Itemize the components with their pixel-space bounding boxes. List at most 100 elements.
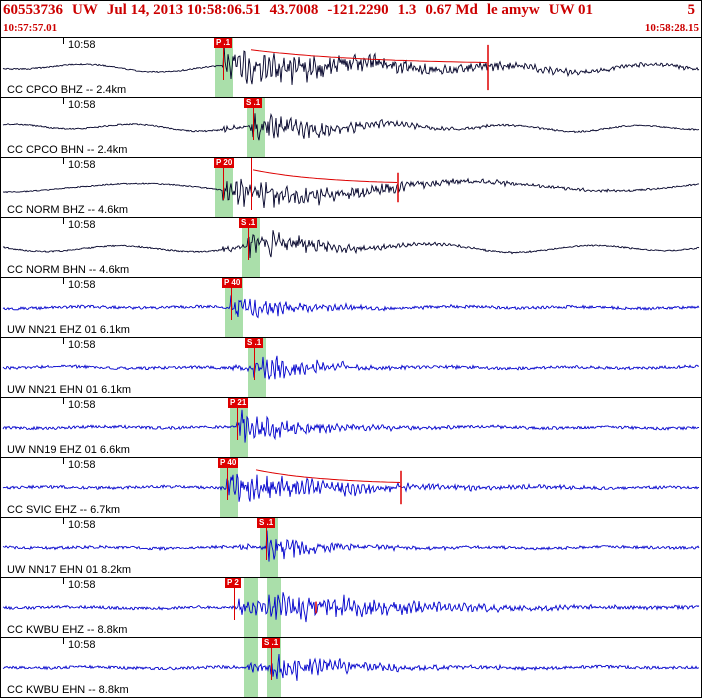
event-flags: le amyw (486, 2, 540, 18)
waveform-trace (2, 112, 700, 141)
waveform-trace (2, 177, 700, 209)
pick-window-band (215, 38, 233, 97)
pick-flag-label[interactable]: S .1 (244, 98, 263, 108)
waveform-plot[interactable] (1, 578, 701, 637)
waveform-trace (2, 530, 700, 562)
trace-minute-label: 10:58 (68, 519, 96, 531)
waveform-plot[interactable] (1, 98, 701, 157)
waveform-trace (2, 473, 700, 502)
station-label: UW NN21 EHN 01 6.1km (7, 384, 132, 396)
trace-row[interactable]: 10:58 UW NN19 EHZ 01 6.6km P 21 (1, 397, 701, 457)
pick-marker[interactable] (253, 98, 254, 140)
pick-marker[interactable] (254, 338, 255, 380)
minute-tick (63, 518, 64, 524)
trace-minute-label: 10:58 (68, 579, 96, 591)
minute-tick (63, 218, 64, 224)
waveform-plot[interactable] (1, 338, 701, 397)
pick-flag-label[interactable]: P .1 (214, 38, 233, 48)
pick-marker[interactable] (234, 578, 235, 620)
trace-row[interactable]: 10:58 UW NN21 EHZ 01 6.1km P 40 (1, 277, 701, 337)
coda-envelope (252, 169, 398, 183)
pick-flag-label[interactable]: S .1 (262, 638, 281, 648)
trace-minute-label: 10:58 (68, 399, 96, 411)
pick-marker[interactable] (271, 638, 272, 680)
trace-minute-label: 10:58 (68, 459, 96, 471)
pick-marker[interactable] (231, 278, 232, 320)
waveform-plot[interactable] (1, 218, 701, 277)
station-label: CC SVIC EHZ -- 6.7km (7, 504, 121, 516)
event-id: 60553736 (3, 2, 63, 18)
time-window-bar: 10:57:57.01 10:58:28.15 (1, 22, 701, 37)
minute-tick (63, 638, 64, 644)
pick-marker[interactable] (223, 38, 224, 80)
pick-marker[interactable] (251, 158, 252, 210)
minute-tick (63, 158, 64, 164)
coda-envelope (250, 49, 488, 64)
minute-tick (63, 578, 64, 584)
waveform-plot[interactable] (1, 38, 701, 97)
waveform-trace (2, 592, 700, 623)
pick-window-band (244, 578, 258, 637)
trace-row[interactable]: 10:58 CC SVIC EHZ -- 6.7km P 40 (1, 457, 701, 517)
waveform-plot[interactable] (1, 398, 701, 457)
pick-flag-label[interactable]: P 2 (225, 578, 241, 588)
station-label: CC NORM BHZ -- 4.6km (7, 204, 128, 216)
trace-row[interactable]: 10:58 UW NN21 EHN 01 6.1km S .1 (1, 337, 701, 397)
trace-row[interactable]: 10:58 UW NN17 EHN 01 8.2km S .1 (1, 517, 701, 577)
trace-minute-label: 10:58 (68, 159, 96, 171)
pick-flag-label[interactable]: S .1 (257, 518, 276, 528)
window-end-time: 10:58:28.15 (644, 22, 699, 34)
minute-tick (63, 98, 64, 104)
event-depth: 1.3 (397, 2, 417, 18)
trace-minute-label: 10:58 (68, 39, 96, 51)
pick-window-band (260, 518, 278, 577)
coda-envelope (255, 469, 401, 483)
station-label: UW NN19 EHZ 01 6.6km (7, 444, 130, 456)
station-label: UW NN21 EHZ 01 6.1km (7, 324, 130, 336)
minute-tick (63, 338, 64, 344)
pick-marker[interactable] (237, 398, 238, 440)
pick-window-band (248, 338, 266, 397)
trace-row[interactable]: 10:58 CC KWBU EHZ -- 8.8km P 2 (1, 577, 701, 637)
pick-window-band (244, 638, 258, 697)
pick-flag-label[interactable]: P 20 (214, 158, 235, 168)
pick-marker[interactable] (248, 218, 249, 260)
trace-row[interactable]: 10:58 CC KWBU EHN -- 8.8km S .1 (1, 637, 701, 697)
pick-flag-label[interactable]: P 40 (222, 278, 243, 288)
trace-row[interactable]: 10:58 CC CPCO BHN -- 2.4km S .1 (1, 97, 701, 157)
station-label: CC CPCO BHN -- 2.4km (7, 144, 128, 156)
pick-marker[interactable] (266, 518, 267, 560)
station-label: UW NN17 EHN 01 8.2km (7, 564, 132, 576)
pick-window-band (267, 638, 281, 697)
pick-flag-label[interactable]: S .1 (239, 218, 258, 228)
waveform-trace (2, 295, 700, 319)
waveform-trace (2, 44, 700, 85)
trace-minute-label: 10:58 (68, 279, 96, 291)
waveform-trace (2, 653, 699, 681)
station-label: CC KWBU EHN -- 8.8km (7, 684, 129, 696)
trace-minute-label: 10:58 (68, 99, 96, 111)
waveform-plot[interactable] (1, 518, 701, 577)
trace-list: 10:58 CC CPCO BHZ -- 2.4km P .1 10:58 CC… (1, 37, 701, 697)
waveform-plot[interactable] (1, 638, 701, 697)
event-latitude: 43.7008 (269, 2, 319, 18)
pick-flag-label[interactable]: P 40 (218, 458, 239, 468)
trace-row[interactable]: 10:58 CC NORM BHZ -- 4.6km P 20 (1, 157, 701, 217)
event-summary-bar: 60553736 UW Jul 14, 2013 10:58:06.51 43.… (1, 1, 701, 22)
trace-minute-label: 10:58 (68, 639, 96, 651)
pick-marker[interactable] (223, 158, 224, 200)
pick-window-band (220, 458, 238, 517)
waveform-plot[interactable] (1, 278, 701, 337)
trace-row[interactable]: 10:58 CC CPCO BHZ -- 2.4km P .1 (1, 37, 701, 97)
waveform-plot[interactable] (1, 158, 701, 217)
waveform-trace (2, 409, 700, 443)
pick-flag-label[interactable]: P 21 (228, 398, 249, 408)
pick-flag-label[interactable]: S .1 (245, 338, 264, 348)
pick-marker[interactable] (227, 458, 228, 500)
minute-tick (63, 278, 64, 284)
minute-tick (63, 38, 64, 44)
trace-row[interactable]: 10:58 CC NORM BHN -- 4.6km S .1 (1, 217, 701, 277)
waveform-plot[interactable] (1, 458, 701, 517)
station-label: CC CPCO BHZ -- 2.4km (7, 84, 127, 96)
